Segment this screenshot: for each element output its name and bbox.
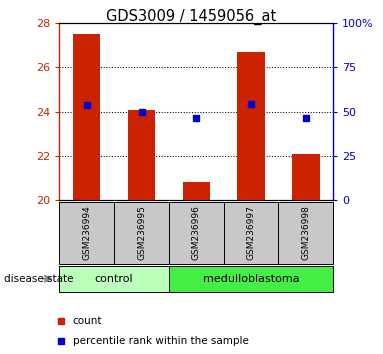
Text: GDS3009 / 1459056_at: GDS3009 / 1459056_at (106, 9, 277, 25)
Text: disease state: disease state (4, 274, 73, 284)
Text: GSM236995: GSM236995 (137, 205, 146, 260)
Text: control: control (95, 274, 133, 284)
Text: GSM236997: GSM236997 (247, 205, 255, 260)
Bar (224, 202, 278, 264)
Bar (169, 202, 224, 264)
Bar (278, 202, 333, 264)
Bar (59, 266, 169, 292)
Text: GSM236998: GSM236998 (301, 205, 310, 260)
Bar (59, 202, 114, 264)
Bar (114, 202, 169, 264)
Text: percentile rank within the sample: percentile rank within the sample (73, 336, 249, 346)
Text: GSM236994: GSM236994 (82, 205, 91, 260)
Bar (73, 34, 100, 200)
Bar (128, 110, 155, 200)
Bar (183, 182, 210, 200)
Bar (169, 266, 333, 292)
Bar (237, 52, 265, 200)
Text: GSM236996: GSM236996 (192, 205, 201, 260)
Bar (292, 154, 319, 200)
Text: count: count (73, 315, 102, 326)
Text: medulloblastoma: medulloblastoma (203, 274, 300, 284)
